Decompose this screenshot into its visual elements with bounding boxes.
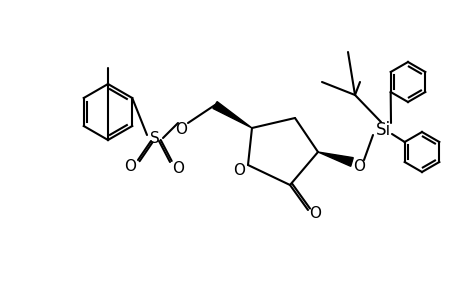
Text: Si: Si <box>375 121 390 139</box>
Text: O: O <box>174 122 187 136</box>
Polygon shape <box>317 152 353 166</box>
Text: O: O <box>172 160 184 175</box>
Text: O: O <box>233 163 245 178</box>
Text: O: O <box>352 158 364 173</box>
Polygon shape <box>213 102 252 128</box>
Text: O: O <box>308 206 320 221</box>
Text: S: S <box>150 130 160 146</box>
Text: O: O <box>124 158 136 173</box>
